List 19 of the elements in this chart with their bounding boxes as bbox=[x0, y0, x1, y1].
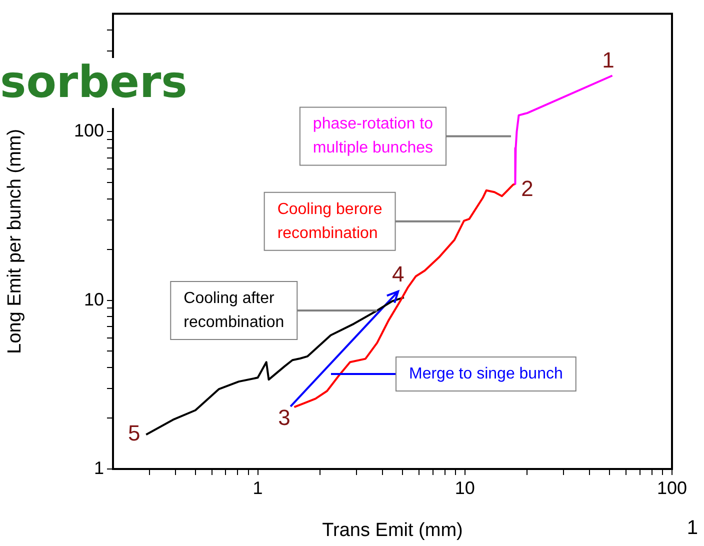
annotation: 1 bbox=[602, 48, 614, 73]
annotation: 2 bbox=[521, 176, 534, 201]
y-tick-label: 1 bbox=[94, 458, 104, 478]
annotation: 4 bbox=[392, 261, 404, 286]
x-tick-label: 1 bbox=[252, 478, 263, 498]
text: 1 bbox=[686, 516, 698, 540]
x-tick-label: 100 bbox=[656, 478, 688, 498]
annotation: phase-rotation to multiple bunches bbox=[312, 116, 434, 157]
y-axis-title: Long Emit per bunch (mm) bbox=[4, 128, 26, 354]
y-tick-label: 10 bbox=[84, 289, 104, 310]
x-axis-title: Trans Emit (mm) bbox=[322, 520, 463, 541]
y-tick-label: 100 bbox=[74, 120, 104, 141]
annotation: 3 bbox=[278, 405, 290, 430]
annotation: Cooling after recombination bbox=[184, 290, 284, 331]
annotation: 5 bbox=[128, 420, 140, 446]
x-tick-label: 10 bbox=[454, 478, 475, 498]
annotation: Merge to singe bunch bbox=[409, 365, 563, 382]
annotation: sorbers bbox=[0, 57, 188, 108]
annotation: Cooling berore recombination bbox=[277, 200, 382, 242]
